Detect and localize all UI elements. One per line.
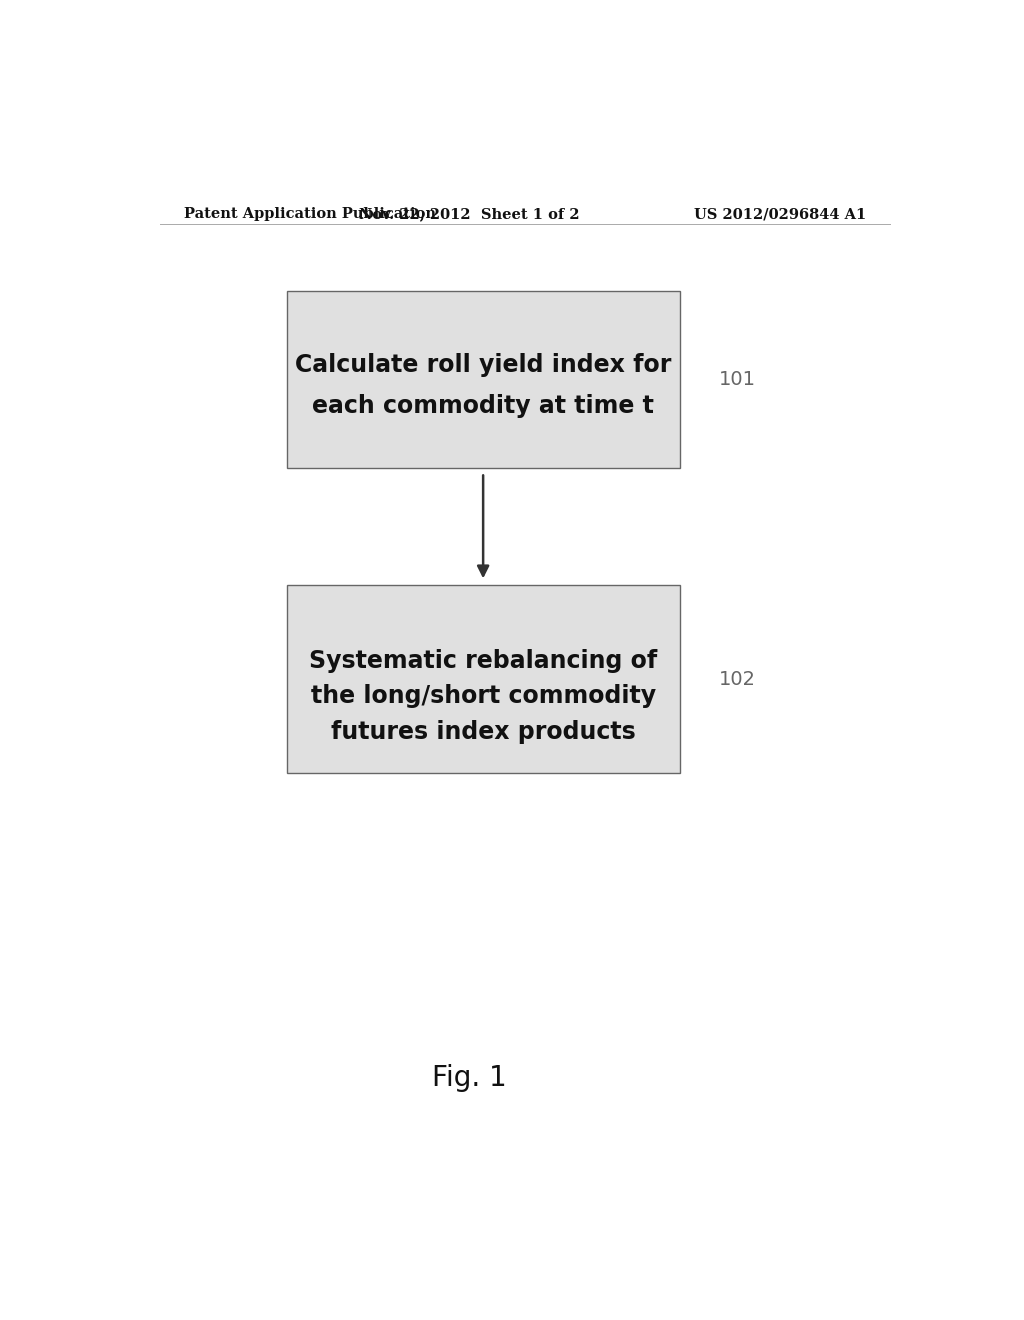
- Text: US 2012/0296844 A1: US 2012/0296844 A1: [694, 207, 866, 222]
- Text: each commodity at time t: each commodity at time t: [312, 393, 654, 418]
- Text: 101: 101: [719, 370, 757, 389]
- Text: futures index products: futures index products: [331, 719, 636, 744]
- Text: Nov. 22, 2012  Sheet 1 of 2: Nov. 22, 2012 Sheet 1 of 2: [359, 207, 580, 222]
- Text: the long/short commodity: the long/short commodity: [310, 684, 655, 709]
- Text: Patent Application Publication: Patent Application Publication: [183, 207, 435, 222]
- Text: Fig. 1: Fig. 1: [432, 1064, 507, 1092]
- Text: Systematic rebalancing of: Systematic rebalancing of: [309, 649, 657, 673]
- FancyBboxPatch shape: [287, 290, 680, 469]
- Text: 102: 102: [719, 669, 757, 689]
- FancyBboxPatch shape: [287, 585, 680, 774]
- Text: Calculate roll yield index for: Calculate roll yield index for: [295, 354, 672, 378]
